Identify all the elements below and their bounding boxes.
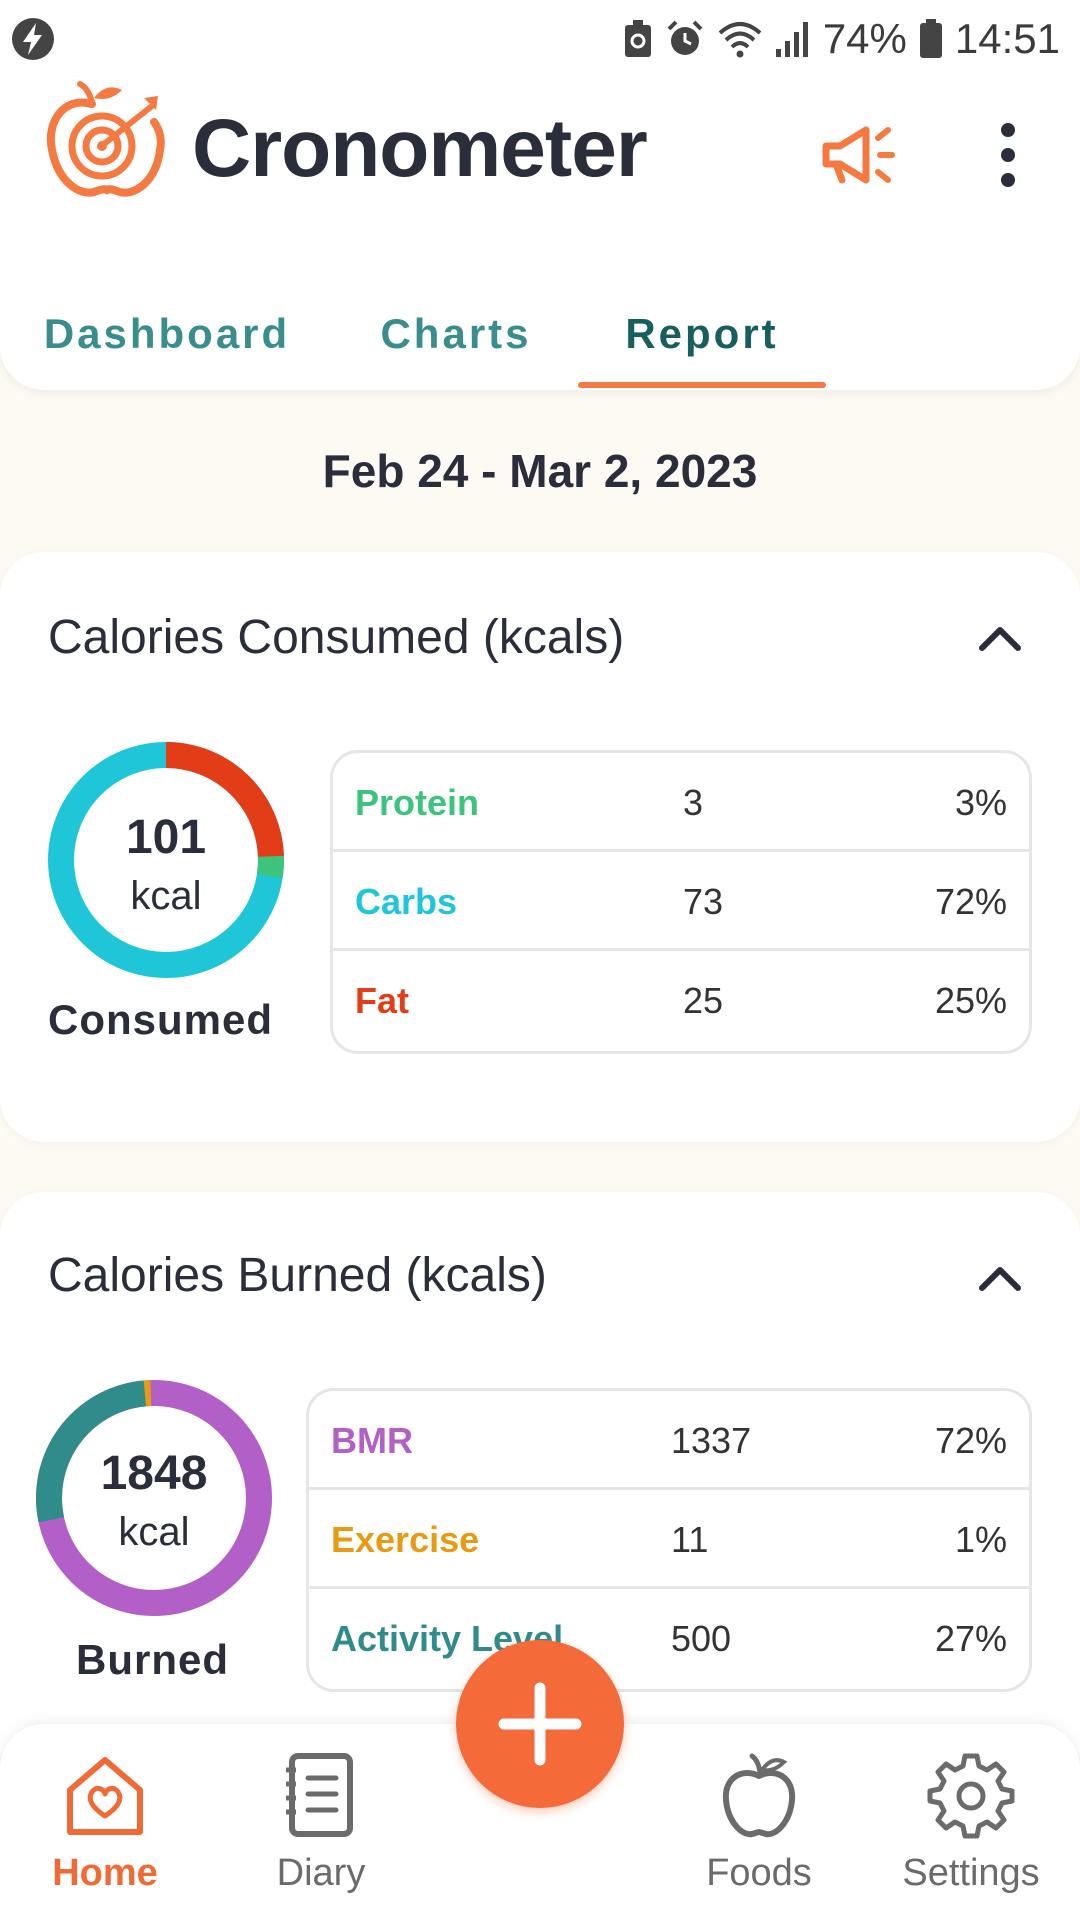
nav-foods[interactable]: Foods [664,1750,854,1910]
gear-icon [927,1753,1015,1839]
table-row[interactable]: Exercise 11 1% [309,1490,1029,1589]
calories-burned-title: Calories Burned (kcals) [48,1249,547,1302]
add-entry-button[interactable] [456,1640,624,1808]
apple-icon [722,1753,796,1838]
recycle-notification-icon [624,20,651,57]
status-bar: 74% 14:51 [0,0,1080,78]
megaphone-icon [822,126,895,184]
macro-percent: 3% [954,782,1007,823]
nav-foods-label: Foods [706,1852,812,1894]
nav-home-label: Home [52,1852,158,1894]
calories-consumed-card: Calories Consumed (kcals) 101 kcal Consu… [0,552,1080,1142]
burned-value: 11 [671,1519,709,1560]
burned-percent: 72% [934,1420,1007,1461]
diary-icon [286,1753,353,1837]
burned-percent: 27% [934,1618,1007,1659]
table-row[interactable]: Carbs 73 72% [333,852,1029,951]
burned-name-bmr: BMR [331,1420,413,1461]
battery-percent: 74% [822,15,907,62]
clock: 14:51 [954,15,1060,62]
macro-value: 3 [683,782,704,823]
consumed-total: 101 [125,811,207,864]
table-row[interactable]: Activity Level 500 27% [309,1589,1029,1688]
wifi-icon [718,22,762,58]
chevron-up-icon[interactable] [976,1258,1024,1298]
table-row[interactable]: Protein 3 3% [333,753,1029,852]
app-title: Cronometer [192,103,648,194]
consumed-caption: Consumed [48,996,274,1043]
nav-diary-label: Diary [276,1852,366,1894]
tab-report[interactable]: Report [625,310,779,357]
macro-name-carbs: Carbs [355,881,458,922]
burned-name-exercise: Exercise [331,1519,480,1560]
consumed-macro-table: Protein 3 3% Carbs 73 72% Fat 25 25% [330,750,1032,1054]
macro-percent: 72% [934,881,1007,922]
tab-charts[interactable]: Charts [380,310,532,357]
donut-segment-exercise [36,1380,272,1616]
burned-value: 500 [671,1618,732,1659]
plus-icon [498,1682,582,1766]
nav-diary[interactable]: Diary [226,1750,416,1910]
announcement-button[interactable] [818,114,908,194]
consumed-unit: kcal [130,874,202,918]
table-row[interactable]: BMR 1337 72% [309,1391,1029,1490]
signal-icon [775,22,808,57]
home-icon [67,1757,143,1835]
table-row[interactable]: Fat 25 25% [333,951,1029,1050]
macro-percent: 25% [934,980,1007,1021]
app-header: Cronometer Dashboard Charts Report [0,78,1080,390]
burned-percent: 1% [954,1519,1007,1560]
burned-unit: kcal [118,1510,190,1554]
power-saving-icon [12,18,54,60]
nav-settings-label: Settings [902,1852,1040,1894]
chevron-up-icon[interactable] [976,618,1024,658]
alarm-icon [667,20,703,55]
calories-consumed-title: Calories Consumed (kcals) [48,611,625,664]
tab-dashboard[interactable]: Dashboard [43,310,291,357]
burned-value: 1337 [671,1420,752,1461]
report-date-range[interactable]: Feb 24 - Mar 2, 2023 [322,445,758,497]
burned-table: BMR 1337 72% Exercise 11 1% Activity Lev… [306,1388,1032,1692]
burned-caption: Burned [76,1636,229,1683]
burned-total: 1848 [100,1447,208,1500]
macro-name-fat: Fat [355,980,409,1021]
burned-donut-chart [35,1380,272,1616]
battery-icon [919,19,942,58]
macro-value: 25 [683,980,724,1021]
nav-home[interactable]: Home [10,1750,200,1910]
nav-settings[interactable]: Settings [876,1750,1066,1910]
more-options-icon[interactable] [980,118,1036,192]
report-tabs: Dashboard Charts Report [0,278,1080,390]
active-tab-indicator [578,382,826,388]
macro-name-protein: Protein [355,782,480,823]
donut-segment-activity [35,1380,272,1616]
cronometer-logo-icon [46,81,165,197]
donut-segment-protein [48,742,284,978]
macro-value: 73 [683,881,724,922]
consumed-donut-chart [48,742,284,978]
